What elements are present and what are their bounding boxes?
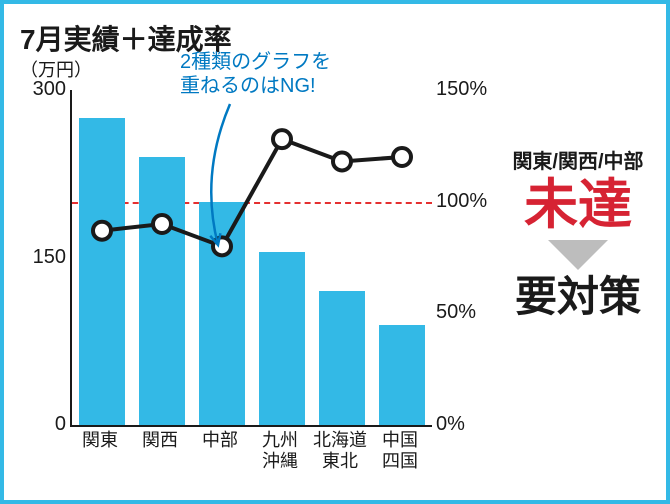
right-summary-block: 関東/関西/中部 未達 要対策 (498, 145, 658, 318)
summary-headline: 未達 (498, 178, 658, 232)
summary-regions: 関東/関西/中部 (498, 145, 658, 174)
down-arrow-icon (548, 240, 608, 270)
summary-action: 要対策 (498, 276, 658, 318)
